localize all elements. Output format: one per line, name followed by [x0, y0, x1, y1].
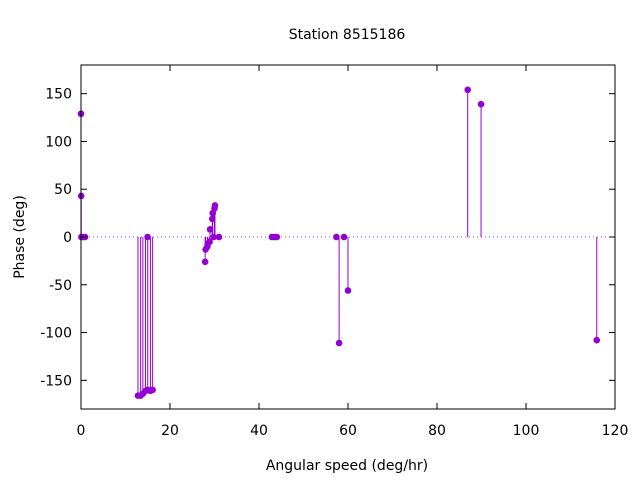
data-point — [464, 86, 472, 94]
axis-ticks: 0 20 40 60 80 100 120 -150 -100 -50 0 50 100 150 — [40, 65, 628, 439]
y-tick-label: 0 — [63, 230, 72, 246]
data-point — [206, 226, 214, 233]
y-tick-label: -100 — [40, 326, 72, 342]
x-tick-label: 40 — [250, 423, 268, 439]
data-point — [215, 233, 223, 241]
data-point — [149, 386, 156, 394]
data-point — [340, 233, 348, 241]
data-point — [273, 233, 281, 241]
y-axis-label: Phase (deg) — [12, 195, 28, 279]
y-tick-label: -150 — [40, 373, 72, 389]
y-tick-label: 100 — [45, 134, 72, 150]
data-point — [210, 233, 217, 241]
data-point — [333, 233, 340, 241]
y-tick-label: 150 — [45, 87, 72, 103]
y-tick-label: 50 — [54, 182, 72, 198]
x-tick-label: 120 — [602, 423, 629, 439]
data-point — [206, 238, 213, 246]
x-tick-label: 80 — [428, 423, 446, 439]
data-point — [477, 100, 485, 108]
data-point — [335, 339, 343, 347]
y-tick-label: -50 — [49, 278, 72, 294]
chart-title: Station 8515186 — [289, 27, 406, 43]
data-point — [593, 336, 601, 344]
x-tick-label: 20 — [161, 423, 179, 439]
x-tick-label: 100 — [513, 423, 540, 439]
x-tick-label: 60 — [339, 423, 357, 439]
data-point — [211, 202, 219, 209]
x-axis-label: Angular speed (deg/hr) — [266, 458, 428, 474]
x-tick-label: 0 — [77, 423, 86, 439]
data-point — [344, 287, 352, 294]
data-point — [208, 215, 216, 223]
plot-area — [77, 86, 615, 399]
data-point — [144, 233, 151, 241]
data-point — [201, 258, 209, 266]
